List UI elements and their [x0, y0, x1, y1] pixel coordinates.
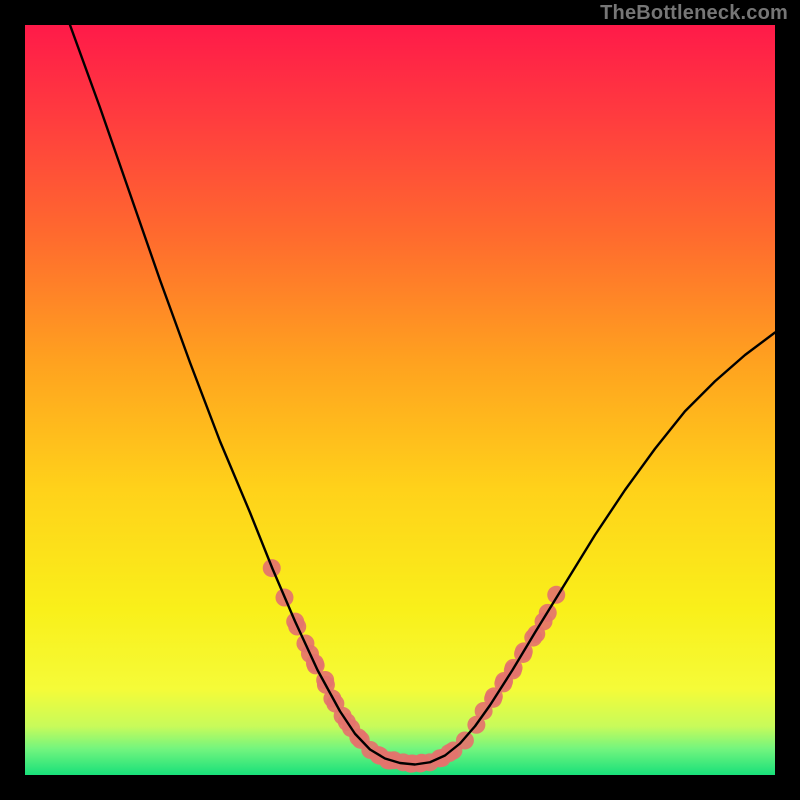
marker-dot — [456, 731, 474, 749]
watermark-text: TheBottleneck.com — [600, 2, 788, 25]
chart-frame: TheBottleneck.com — [0, 0, 800, 800]
bottleneck-curve-chart — [0, 0, 800, 800]
plot-background — [25, 25, 775, 775]
